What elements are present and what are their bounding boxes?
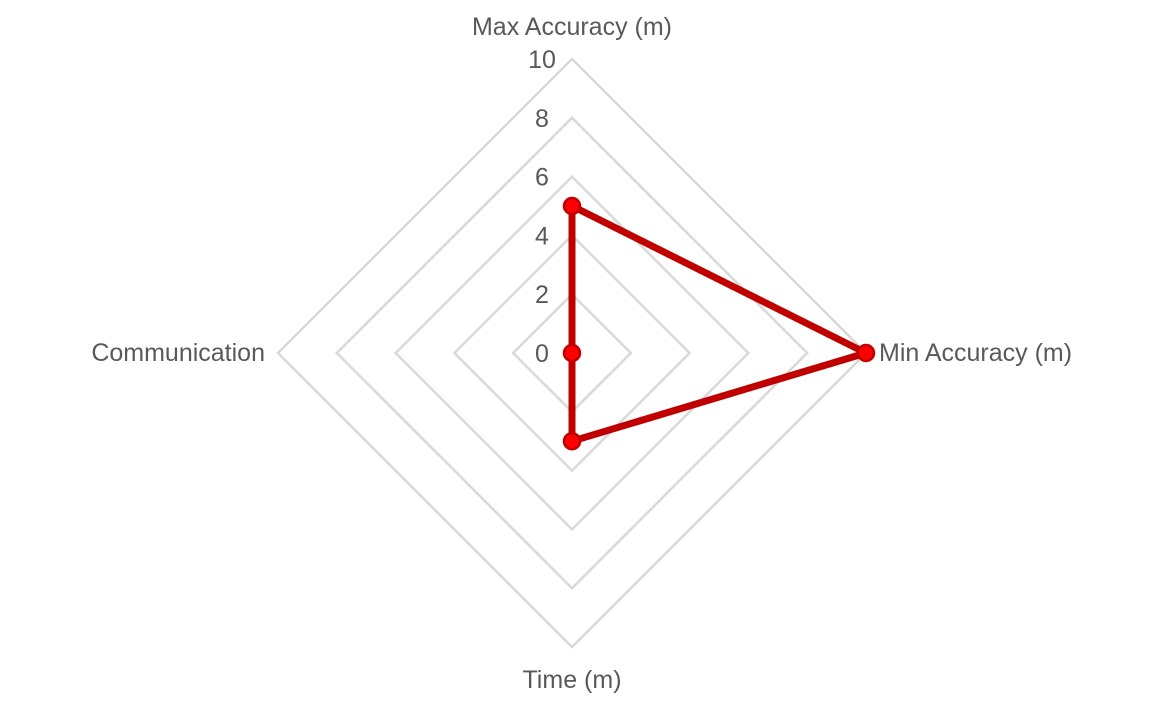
grid-ring-10 — [276, 57, 868, 649]
category-label-min-accuracy: Min Accuracy (m) — [879, 339, 1072, 367]
data-point-2 — [856, 343, 876, 363]
grid-ring-8 — [335, 116, 809, 590]
series-group — [562, 196, 876, 451]
grid-ring-4 — [452, 233, 692, 473]
radial-tick-labels: 0 2 4 6 8 10 — [528, 46, 556, 368]
category-label-time: Time (m) — [522, 666, 621, 694]
data-point-4 — [562, 343, 582, 363]
tick-label-8: 8 — [535, 105, 549, 133]
tick-label-4: 4 — [535, 222, 549, 250]
category-label-max-accuracy: Max Accuracy (m) — [472, 13, 672, 41]
data-point-3 — [562, 431, 582, 451]
radar-grid — [276, 57, 868, 649]
tick-label-0: 0 — [535, 340, 549, 368]
tick-label-10: 10 — [528, 46, 556, 74]
grid-ring-6 — [393, 174, 751, 532]
data-point-1 — [562, 196, 582, 216]
category-labels: Max Accuracy (m) Min Accuracy (m) Time (… — [91, 13, 1072, 694]
tick-label-6: 6 — [535, 164, 549, 192]
category-label-communication: Communication — [91, 339, 265, 367]
tick-label-2: 2 — [535, 281, 549, 309]
